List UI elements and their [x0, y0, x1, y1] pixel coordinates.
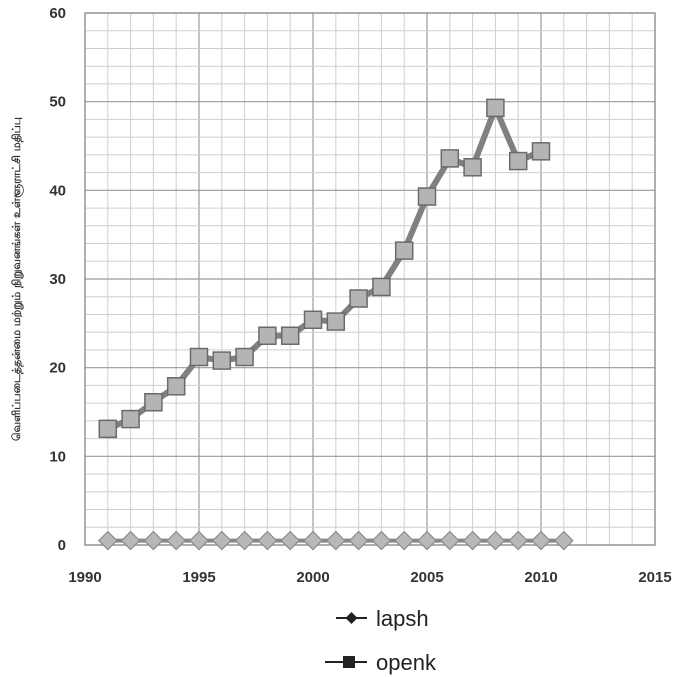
- x-axis-tick-labels: 1990 1995 2000 2005 2010 2015: [68, 569, 671, 586]
- data-point-lapsh: [325, 530, 346, 551]
- data-point-lapsh: [462, 530, 483, 551]
- data-point-lapsh: [143, 530, 164, 551]
- data-point-openk: [144, 392, 163, 412]
- data-point-lapsh: [485, 530, 506, 551]
- data-point-openk: [98, 419, 118, 439]
- data-point-openk: [303, 310, 323, 330]
- x-tick-label: 1990: [68, 569, 101, 586]
- series-layer: [97, 98, 574, 551]
- plot-area-frame: [84, 12, 656, 546]
- data-point-openk: [417, 187, 437, 206]
- data-point-lapsh: [189, 530, 209, 551]
- data-point-openk: [280, 326, 300, 345]
- data-point-openk: [372, 277, 391, 297]
- y-tick-label: 0: [58, 537, 66, 554]
- legend-item-openk: openk: [325, 650, 437, 675]
- data-point-openk: [212, 351, 232, 370]
- data-point-lapsh: [531, 530, 551, 551]
- data-point-openk: [258, 326, 277, 345]
- data-point-openk: [326, 312, 346, 331]
- data-point-openk: [463, 158, 482, 177]
- x-tick-label: 2005: [410, 569, 443, 586]
- y-tick-label: 20: [49, 360, 66, 377]
- y-tick-label: 10: [49, 448, 66, 465]
- data-point-lapsh: [394, 530, 415, 551]
- y-tick-label: 40: [49, 182, 66, 199]
- data-point-lapsh: [257, 530, 278, 551]
- data-point-lapsh: [439, 530, 460, 551]
- legend-marker-lapsh: [345, 612, 358, 624]
- y-tick-label: 50: [49, 94, 66, 111]
- plot-grid: [84, 12, 656, 546]
- data-point-openk: [508, 151, 528, 171]
- legend-marker-openk: [343, 656, 355, 668]
- data-point-lapsh: [303, 530, 323, 551]
- data-point-lapsh: [166, 530, 187, 551]
- y-tick-label: 30: [49, 271, 66, 288]
- data-point-lapsh: [97, 530, 118, 551]
- data-point-openk: [531, 142, 551, 161]
- y-axis-label: வெளிப்படைத்தன்மை மற்றும் நிறுவனங்கள் உள்…: [10, 117, 24, 441]
- data-point-openk: [189, 347, 209, 367]
- data-point-lapsh: [508, 530, 529, 551]
- y-tick-label: 60: [49, 5, 66, 22]
- data-point-openk: [235, 347, 254, 367]
- x-tick-label: 1995: [182, 569, 215, 586]
- data-point-lapsh: [553, 530, 574, 551]
- data-point-lapsh: [234, 530, 255, 551]
- legend-label-lapsh: lapsh: [376, 606, 429, 631]
- x-tick-label: 2010: [524, 569, 557, 586]
- data-point-lapsh: [211, 530, 232, 551]
- legend: lapsh openk: [325, 606, 437, 675]
- x-tick-label: 2000: [296, 569, 329, 586]
- data-point-lapsh: [280, 530, 301, 551]
- data-point-lapsh: [120, 530, 141, 551]
- data-point-lapsh: [417, 530, 437, 551]
- legend-item-lapsh: lapsh: [336, 606, 429, 631]
- data-point-openk: [121, 409, 140, 429]
- data-point-openk: [486, 98, 505, 118]
- series-openk: [98, 98, 551, 439]
- legend-label-openk: openk: [376, 650, 437, 675]
- data-point-lapsh: [371, 530, 392, 551]
- y-axis-tick-labels: 0 10 20 30 40 50 60: [49, 5, 66, 554]
- data-point-openk: [349, 289, 368, 308]
- data-point-openk: [394, 241, 414, 260]
- data-point-lapsh: [348, 530, 369, 551]
- data-point-openk: [166, 377, 186, 396]
- data-point-openk: [440, 149, 460, 168]
- series-lapsh: [97, 530, 574, 551]
- x-tick-label: 2015: [638, 569, 671, 586]
